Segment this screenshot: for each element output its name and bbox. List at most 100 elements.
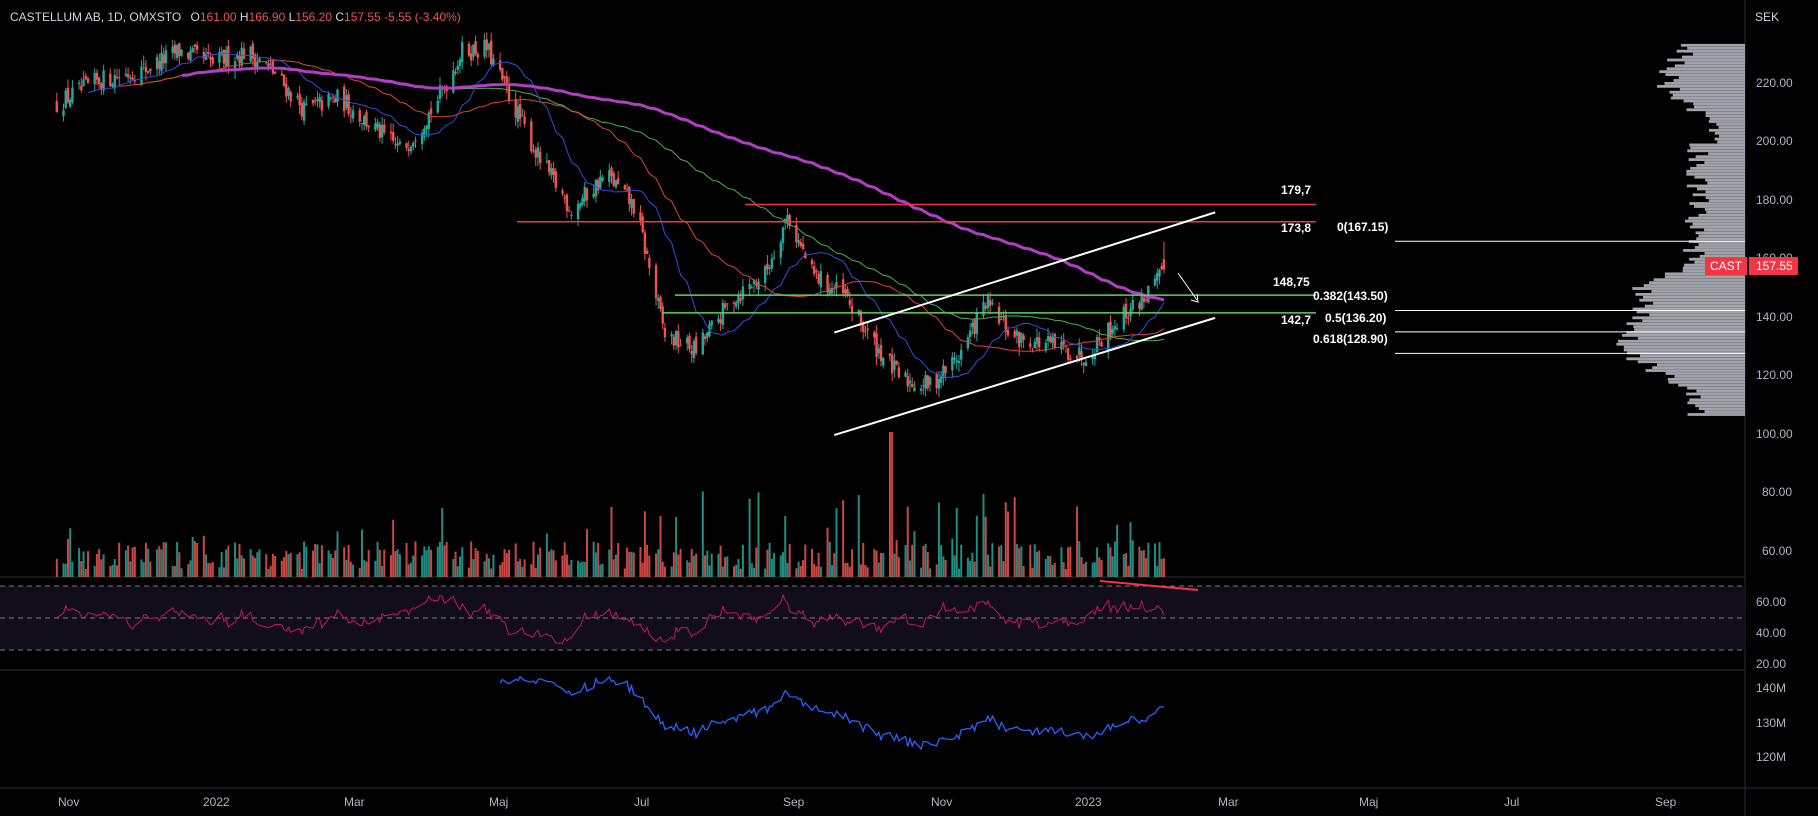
candle-body bbox=[97, 77, 101, 85]
volume-bar bbox=[1111, 556, 1114, 577]
volume-bar bbox=[352, 564, 355, 577]
candle-body bbox=[189, 50, 192, 61]
volume-bar bbox=[441, 508, 444, 577]
volume-bar bbox=[140, 559, 143, 577]
candle-body bbox=[71, 87, 74, 103]
volume-profile-bar bbox=[1695, 155, 1745, 159]
volume-bar bbox=[1116, 524, 1119, 577]
volume-bar bbox=[173, 566, 176, 577]
volume-profile-bar bbox=[1651, 290, 1745, 293]
volume-profile-bar bbox=[1683, 249, 1745, 252]
candle-body bbox=[1109, 321, 1112, 337]
volume-bar bbox=[109, 566, 112, 577]
volume-bar bbox=[960, 544, 963, 577]
candle-body bbox=[487, 43, 491, 50]
volume-profile-bar bbox=[1694, 175, 1745, 179]
volume-bar bbox=[280, 560, 283, 577]
volume-profile-bar bbox=[1716, 123, 1745, 126]
candle-body bbox=[423, 128, 426, 137]
candle-body bbox=[1078, 347, 1081, 356]
volume-bar bbox=[534, 568, 537, 577]
candle-body bbox=[741, 286, 745, 300]
volume-bar bbox=[218, 567, 221, 577]
candle-body bbox=[349, 115, 353, 117]
volume-bar bbox=[764, 568, 767, 577]
volume-bar bbox=[334, 550, 337, 577]
rsi-line bbox=[56, 593, 1165, 644]
volume-bar bbox=[579, 562, 582, 577]
candle-body bbox=[314, 100, 317, 102]
volume-bar bbox=[147, 548, 150, 577]
candle-body bbox=[942, 365, 945, 379]
candle-body bbox=[414, 140, 417, 142]
price-tick: 180.00 bbox=[1756, 193, 1793, 207]
volume-profile-bar bbox=[1666, 67, 1745, 71]
candle-body bbox=[68, 99, 72, 107]
candle-body bbox=[717, 318, 720, 323]
volume-bar bbox=[895, 540, 898, 577]
volume-bar bbox=[421, 555, 424, 577]
volume-bar bbox=[877, 562, 880, 577]
candle-body bbox=[1020, 332, 1023, 343]
volume-bar bbox=[71, 561, 74, 577]
candle-body bbox=[1095, 336, 1099, 353]
volume-bar bbox=[904, 545, 907, 577]
rsi-tick: 40.00 bbox=[1756, 626, 1786, 640]
candle-body bbox=[1162, 259, 1166, 270]
volume-bar bbox=[826, 527, 829, 577]
candle-body bbox=[797, 240, 800, 244]
candle-body bbox=[438, 85, 442, 99]
volume-bar bbox=[1038, 550, 1041, 577]
candle-body bbox=[474, 41, 477, 54]
volume-profile-bar bbox=[1668, 380, 1745, 384]
volume-bar bbox=[1002, 561, 1005, 577]
candle-body bbox=[848, 300, 852, 305]
volume-bar bbox=[859, 564, 862, 577]
candle-body bbox=[405, 143, 408, 149]
candle-body bbox=[703, 336, 707, 339]
candle-body bbox=[146, 71, 150, 73]
price-tag-symbol: CAST bbox=[1710, 259, 1743, 273]
volume-bar bbox=[893, 553, 896, 577]
time-tick: Sep bbox=[1655, 795, 1677, 809]
candle-body bbox=[1127, 317, 1130, 319]
candle-body bbox=[1015, 330, 1019, 336]
candle-body bbox=[599, 176, 602, 189]
candle-body bbox=[862, 324, 865, 332]
candle-body bbox=[719, 319, 722, 324]
volume-bar bbox=[249, 549, 252, 577]
volume-bar bbox=[367, 549, 370, 577]
candle-body bbox=[583, 186, 586, 202]
rsi-series bbox=[56, 593, 1165, 644]
candle-body bbox=[187, 52, 190, 59]
volume-bar bbox=[1060, 547, 1063, 577]
volume-bar bbox=[779, 555, 782, 577]
candle-body bbox=[207, 51, 210, 54]
volume-bar bbox=[739, 568, 742, 577]
volume-bar bbox=[1131, 540, 1134, 577]
volume-profile-bar bbox=[1645, 369, 1745, 372]
candle-body bbox=[1035, 336, 1039, 344]
volume-bar bbox=[361, 529, 364, 577]
candle-body bbox=[158, 61, 161, 69]
candle-body bbox=[766, 263, 769, 270]
volume-bar bbox=[394, 551, 397, 577]
candle-body bbox=[218, 51, 221, 63]
candle-body bbox=[779, 242, 782, 258]
volume-bar bbox=[565, 554, 568, 577]
candle-body bbox=[374, 123, 377, 131]
candle-body bbox=[160, 52, 163, 72]
volume-bar bbox=[721, 566, 724, 577]
volume-bar bbox=[505, 552, 508, 577]
drawings[interactable] bbox=[517, 203, 1745, 591]
candle-body bbox=[788, 214, 791, 227]
volume-bar bbox=[753, 567, 756, 577]
volume-bar bbox=[679, 548, 682, 577]
candle-body bbox=[82, 79, 85, 87]
volume-profile-bar bbox=[1705, 190, 1745, 194]
candle-body bbox=[222, 49, 226, 64]
candle-body bbox=[378, 124, 382, 138]
volume-bar bbox=[327, 550, 330, 577]
volume-bar bbox=[98, 549, 101, 577]
